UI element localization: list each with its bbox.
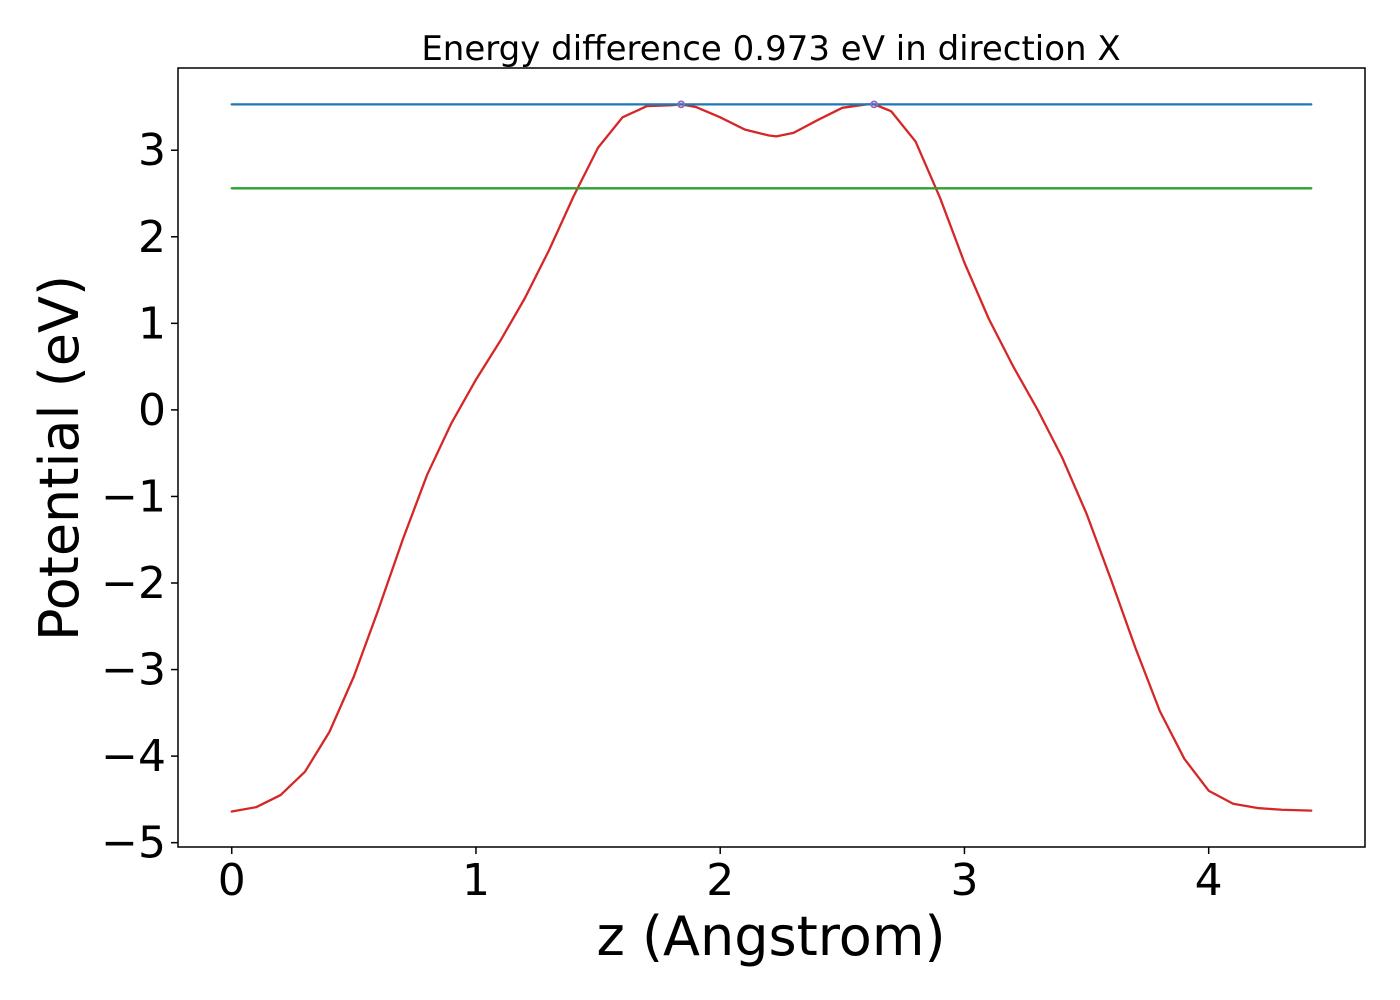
x-axis-label: z (Angstrom) <box>596 905 945 968</box>
y-tick-label: −5 <box>101 818 166 869</box>
plot-frame <box>177 67 1366 848</box>
x-tick-label: 4 <box>1195 855 1223 906</box>
marker-layer <box>677 100 878 109</box>
extremum-point <box>677 100 686 109</box>
x-tick-label: 0 <box>218 855 246 906</box>
potential-curve-line <box>230 103 1313 813</box>
x-tick-label: 2 <box>706 855 734 906</box>
y-tick-label: −2 <box>101 558 166 609</box>
x-tick-label: 3 <box>950 855 978 906</box>
y-tick-label: −4 <box>101 731 166 782</box>
x-axis: 0 1 2 3 4 <box>218 847 1223 906</box>
y-tick-label: 0 <box>138 385 166 436</box>
y-axis: −5 −4 −3 −2 −1 0 1 2 3 <box>101 125 178 869</box>
plot-area <box>177 67 1366 848</box>
x-tick-label: 1 <box>462 855 490 906</box>
y-tick-label: −3 <box>101 645 166 696</box>
y-tick-label: 1 <box>138 298 166 349</box>
extremum-point <box>870 100 878 109</box>
y-tick-label: 3 <box>138 125 166 176</box>
y-axis-label: Potential (eV) <box>28 275 91 641</box>
y-tick-label: −1 <box>101 471 166 522</box>
series-layer <box>230 103 1313 813</box>
y-tick-label: 2 <box>138 212 166 263</box>
chart-title: Energy difference 0.973 eV in direction … <box>421 29 1120 69</box>
